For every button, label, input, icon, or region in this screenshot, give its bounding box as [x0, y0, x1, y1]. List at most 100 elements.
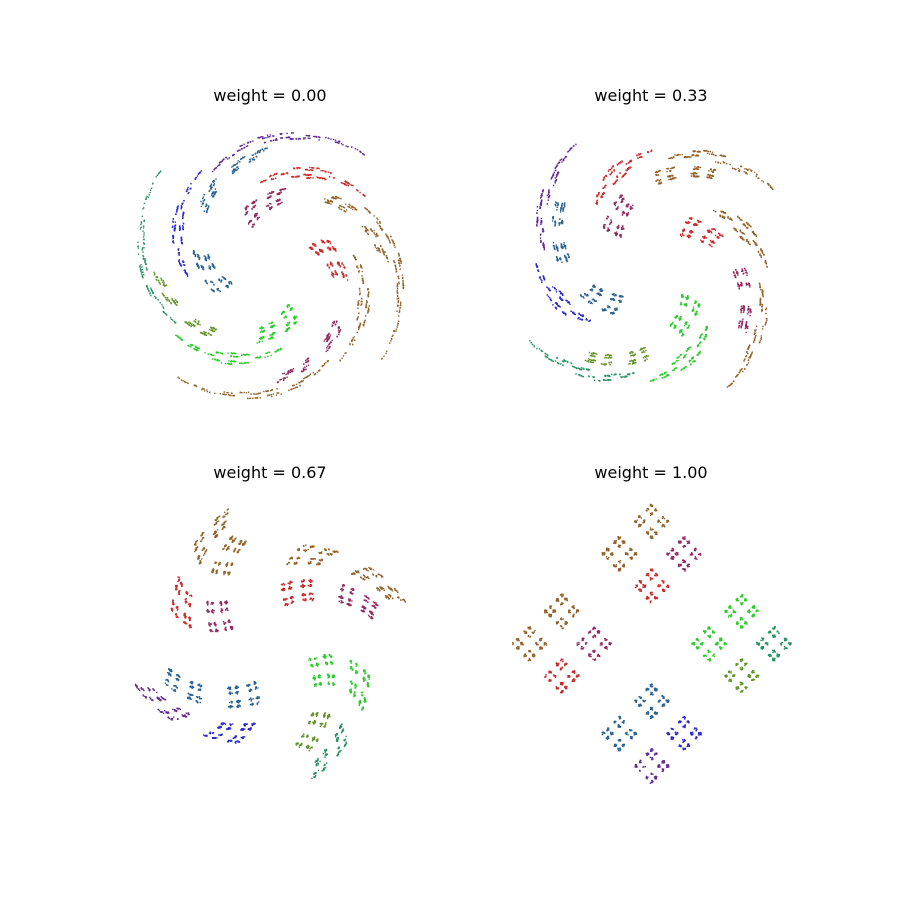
fractal-point [747, 240, 750, 243]
fractal-point [294, 321, 297, 324]
fractal-point [562, 247, 564, 249]
fractal-point [592, 352, 594, 354]
fractal-point [150, 294, 152, 297]
fractal-point [710, 241, 712, 243]
fractal-point [264, 180, 266, 182]
fractal-point [402, 284, 405, 287]
fractal-point [609, 223, 611, 226]
fractal-point [156, 276, 158, 278]
fractal-point [659, 179, 662, 181]
fractal-point [563, 360, 565, 363]
fractal-point [287, 373, 289, 375]
fractal-point [223, 391, 225, 393]
fractal-point [614, 202, 616, 204]
fractal-point [328, 240, 331, 242]
fractal-point [170, 318, 172, 320]
fractal-point [632, 352, 634, 354]
fractal-point [586, 293, 588, 296]
fractal-point [669, 170, 672, 172]
fractal-point [755, 334, 757, 337]
fractal-point [542, 231, 544, 233]
fractal-point [361, 301, 363, 303]
fractal-point [679, 317, 681, 319]
fractal-point [540, 233, 542, 235]
fractal-point [671, 174, 673, 176]
fractal-point [668, 167, 670, 170]
fractal-point [205, 280, 207, 282]
fractal-point [263, 180, 266, 182]
fractal-point [241, 362, 243, 364]
fractal-point [331, 262, 333, 265]
fractal-point [164, 285, 166, 288]
fractal-point [540, 203, 542, 206]
fractal-point [599, 290, 601, 292]
fractal-point [681, 233, 684, 235]
fractal-point [201, 389, 203, 391]
fractal-point [562, 364, 564, 366]
fractal-point [711, 175, 713, 177]
fractal-point [560, 259, 562, 261]
fractal-point [656, 171, 659, 173]
fractal-point [639, 156, 641, 158]
fractal-point [199, 324, 201, 326]
fractal-point [225, 278, 227, 281]
fractal-point [340, 182, 343, 184]
fractal-point [748, 224, 750, 226]
fractal-point [563, 204, 566, 207]
fractal-point [155, 278, 157, 281]
fractal-point [607, 305, 609, 307]
fractal-point [336, 273, 338, 275]
fractal-point [180, 238, 183, 240]
fractal-point [246, 353, 248, 355]
fractal-point [240, 148, 243, 150]
fractal-point [291, 370, 293, 373]
fractal-point [256, 217, 259, 219]
fractal-point [759, 303, 761, 305]
fractal-point [711, 228, 713, 230]
fractal-point [137, 241, 139, 243]
fractal-point [226, 285, 228, 288]
fractal-point [741, 321, 744, 323]
fractal-point [609, 364, 611, 366]
fractal-point [699, 221, 701, 223]
fractal-point [362, 281, 365, 284]
fractal-point [260, 337, 262, 339]
fractal-point [554, 180, 557, 182]
fractal-point [302, 370, 304, 372]
fractal-point [189, 324, 191, 326]
fractal-point [546, 356, 548, 359]
fractal-point [564, 313, 566, 315]
fractal-point [283, 173, 285, 175]
fractal-point [608, 306, 610, 308]
fractal-point [599, 294, 601, 296]
fractal-point [691, 310, 694, 312]
fractal-point [172, 234, 174, 237]
fractal-point [536, 222, 539, 224]
fractal-point [358, 327, 360, 329]
fractal-point [209, 391, 211, 394]
fractal-point [357, 303, 359, 305]
fractal-point [286, 329, 289, 331]
fractal-point [643, 347, 645, 349]
fractal-point [295, 383, 298, 385]
fractal-point [747, 169, 749, 172]
fractal-point [685, 221, 687, 223]
fractal-point [349, 204, 351, 206]
fractal-point [560, 158, 563, 160]
fractal-point [242, 156, 245, 159]
fractal-point [236, 163, 238, 165]
fractal-point [700, 334, 702, 336]
fractal-point [697, 219, 699, 222]
fractal-point [670, 324, 672, 326]
fractal-point [270, 206, 272, 208]
fractal-point [603, 192, 605, 194]
fractal-point [745, 355, 747, 358]
fractal-point [233, 395, 236, 397]
fractal-point [684, 354, 686, 357]
fractal-point [628, 363, 630, 365]
fractal-point [324, 171, 326, 173]
fractal-point [201, 203, 203, 205]
fractal-point [665, 375, 667, 377]
fractal-point [740, 305, 743, 308]
